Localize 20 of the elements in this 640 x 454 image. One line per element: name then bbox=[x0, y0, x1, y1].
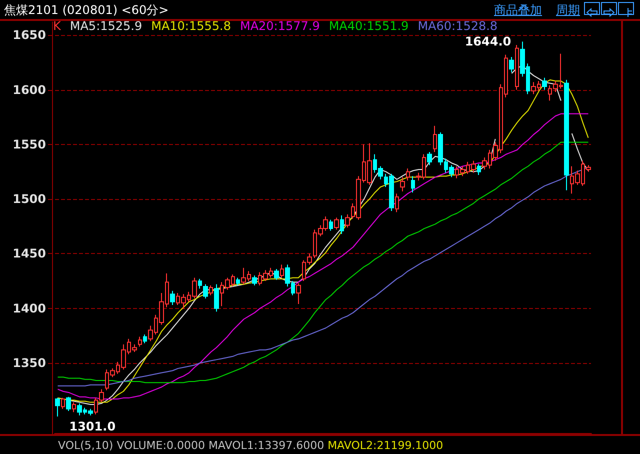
text: VOL(5,10) VOLUME:0.0000 MAVOL1:13397.6000 bbox=[58, 439, 326, 452]
y-tick-label: 1450 bbox=[12, 246, 46, 261]
y-tick-label: 1550 bbox=[12, 137, 46, 152]
text: MA5:1525.9 bbox=[70, 19, 142, 33]
y-tick-label: 1600 bbox=[12, 82, 46, 97]
text: MA10:1555.8 bbox=[151, 19, 231, 33]
annotation: 1644.0 bbox=[464, 34, 512, 49]
y-tick-label: 1500 bbox=[12, 192, 46, 206]
text: 周期 bbox=[556, 2, 580, 19]
text: MA60:1528.8 bbox=[418, 19, 498, 33]
text: MAVOL2:21199.1000 bbox=[328, 439, 444, 452]
y-tick-label: 1350 bbox=[12, 356, 46, 370]
text: K bbox=[53, 19, 62, 33]
text: MA20:1577.9 bbox=[240, 19, 320, 33]
text: MA40:1551.9 bbox=[328, 19, 409, 33]
text: 商品叠加 bbox=[494, 2, 542, 19]
y-tick-label: 1400 bbox=[12, 301, 46, 316]
annotation: 1301.0 bbox=[69, 420, 116, 434]
y-tick-label: 1650 bbox=[12, 28, 46, 42]
chart-title: 焦煤2101 (020801) <60分> bbox=[4, 2, 169, 19]
